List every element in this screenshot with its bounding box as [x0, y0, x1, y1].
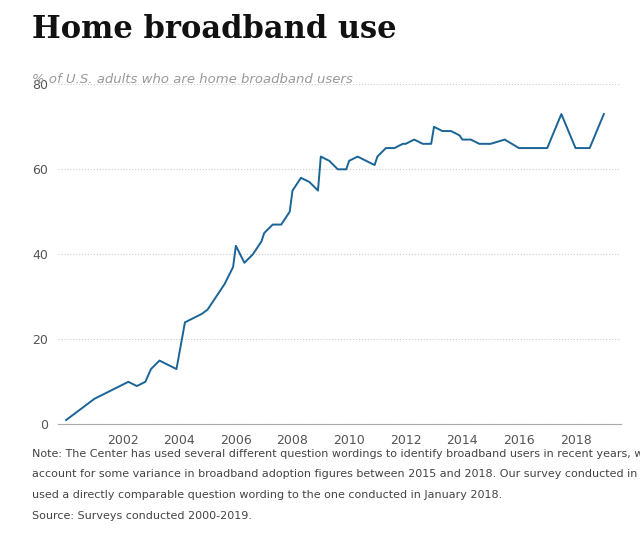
Text: account for some variance in broadband adoption figures between 2015 and 2018. O: account for some variance in broadband a…	[32, 469, 640, 479]
Text: Source: Surveys conducted 2000-2019.: Source: Surveys conducted 2000-2019.	[32, 511, 252, 521]
Text: Note: The Center has used several different question wordings to identify broadb: Note: The Center has used several differ…	[32, 449, 640, 459]
Text: used a directly comparable question wording to the one conducted in January 2018: used a directly comparable question word…	[32, 490, 502, 500]
Text: % of U.S. adults who are home broadband users: % of U.S. adults who are home broadband …	[32, 73, 353, 86]
Text: Home broadband use: Home broadband use	[32, 14, 397, 45]
